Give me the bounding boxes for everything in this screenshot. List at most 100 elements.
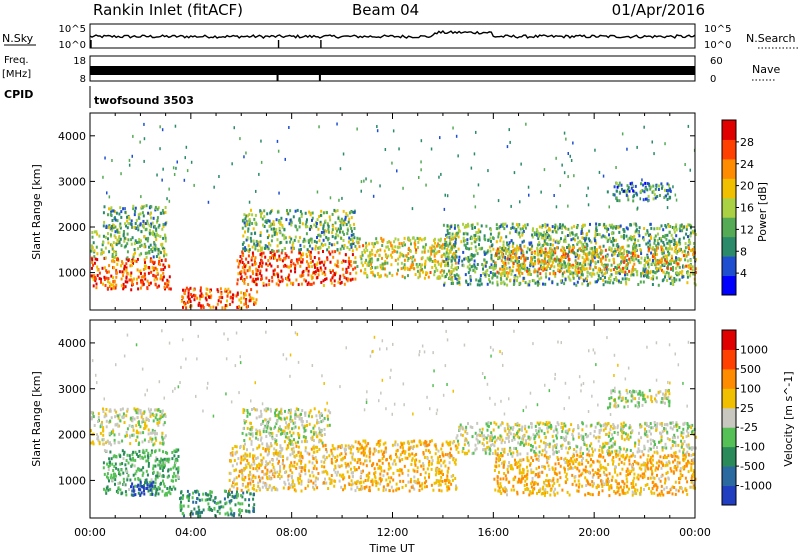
scatter-cell — [305, 252, 308, 256]
scatter-cell — [513, 281, 516, 285]
scatter-cell — [301, 466, 304, 470]
scatter-cell — [524, 281, 527, 285]
scatter-cell — [560, 269, 563, 272]
scatter-cell — [524, 258, 527, 262]
scatter-cell — [152, 419, 155, 423]
scatter-cell — [120, 172, 122, 176]
scatter-cell — [227, 291, 229, 295]
scatter-cell — [284, 263, 287, 267]
scatter-cell — [665, 189, 668, 192]
scatter-cell — [105, 486, 108, 490]
scatter-cell — [142, 411, 145, 415]
scatter-cell — [117, 416, 120, 420]
scatter-cell — [522, 276, 525, 280]
scatter-cell — [582, 261, 585, 265]
scatter-cell — [583, 279, 585, 283]
scatter-cell — [563, 282, 566, 286]
scatter-cell — [126, 250, 129, 254]
scatter-cell — [499, 267, 502, 271]
scatter-cell — [128, 454, 131, 458]
scatter-cell — [336, 470, 339, 474]
scatter-cell — [152, 230, 155, 234]
scatter-cell — [488, 274, 491, 278]
scatter-cell — [363, 248, 366, 252]
scatter-cell — [621, 235, 624, 239]
scatter-cell — [635, 244, 638, 248]
scatter-cell — [153, 224, 156, 228]
scatter-cell — [351, 229, 353, 233]
scatter-cell — [162, 268, 165, 271]
scatter-cell — [280, 216, 283, 220]
scatter-cell — [142, 282, 145, 286]
scatter-cell — [579, 270, 582, 274]
scatter-cell — [149, 243, 152, 247]
scatter-cell — [637, 283, 640, 286]
scatter-cell — [139, 223, 142, 227]
scatter-cell — [113, 234, 116, 238]
scatter-cell — [687, 265, 690, 269]
scatter-cell — [372, 245, 375, 249]
scatter-cell — [677, 258, 680, 262]
scatter-cell — [618, 269, 621, 273]
scatter-cell — [521, 227, 524, 230]
scatter-cell — [342, 246, 345, 250]
scatter-cell — [257, 265, 260, 269]
scatter-cell — [109, 409, 112, 413]
scatter-cell — [620, 183, 623, 187]
scatter-cell — [167, 283, 170, 287]
scatter-cell — [506, 257, 509, 261]
scatter-cell — [626, 238, 629, 242]
scatter-cell — [95, 245, 98, 249]
scatter-cell — [197, 497, 200, 501]
scatter-cell — [293, 464, 296, 468]
scatter-cell — [542, 236, 545, 240]
scatter-cell — [111, 245, 114, 249]
scatter-cell — [230, 509, 233, 513]
scatter-cell — [500, 272, 503, 276]
scatter-cell — [227, 495, 229, 499]
scatter-cell — [417, 276, 420, 280]
scatter-cell — [608, 281, 611, 285]
scatter-cell — [545, 261, 548, 265]
scatter-cell — [307, 273, 310, 277]
scatter-cell — [443, 269, 446, 273]
scatter-cell — [495, 227, 498, 230]
scatter-cell — [532, 255, 535, 259]
scatter-cell — [306, 225, 309, 229]
scatter-cell — [551, 250, 554, 254]
scatter-cell — [236, 492, 239, 496]
scatter-cell — [93, 274, 96, 278]
scatter-cell — [298, 472, 301, 476]
scatter-cell — [233, 512, 236, 516]
scatter-cell — [652, 184, 655, 188]
scatter-cell — [501, 224, 504, 228]
scatter-cell — [344, 444, 347, 448]
scatter-cell — [150, 270, 153, 274]
scatter-cell — [508, 245, 511, 249]
scatter-cell — [599, 257, 602, 261]
scatter-cell — [670, 240, 673, 243]
scatter-cell — [145, 424, 148, 428]
region-4 — [236, 249, 357, 287]
scatter-cell — [658, 227, 661, 231]
scatter-cell — [268, 485, 271, 489]
nsky-tick-top: 10^5 — [59, 24, 86, 35]
scatter-cell — [101, 251, 104, 255]
scatter-cell — [625, 259, 628, 262]
scatter-cell — [626, 252, 629, 256]
scatter-cell — [370, 179, 372, 183]
scatter-cell — [231, 300, 234, 304]
scatter-cell — [589, 272, 592, 276]
scatter-cell — [469, 278, 472, 282]
scatter-cell — [508, 128, 510, 132]
scatter-cell — [279, 241, 282, 244]
scatter-cell — [552, 269, 555, 273]
scatter-cell — [232, 479, 235, 483]
scatter-cell — [311, 211, 314, 215]
scatter-cell — [306, 260, 308, 264]
scatter-cell — [108, 264, 111, 268]
scatter-cell — [466, 232, 469, 236]
scatter-cell — [136, 435, 139, 439]
scatter-cell — [279, 465, 281, 469]
scatter-cell — [134, 484, 137, 488]
